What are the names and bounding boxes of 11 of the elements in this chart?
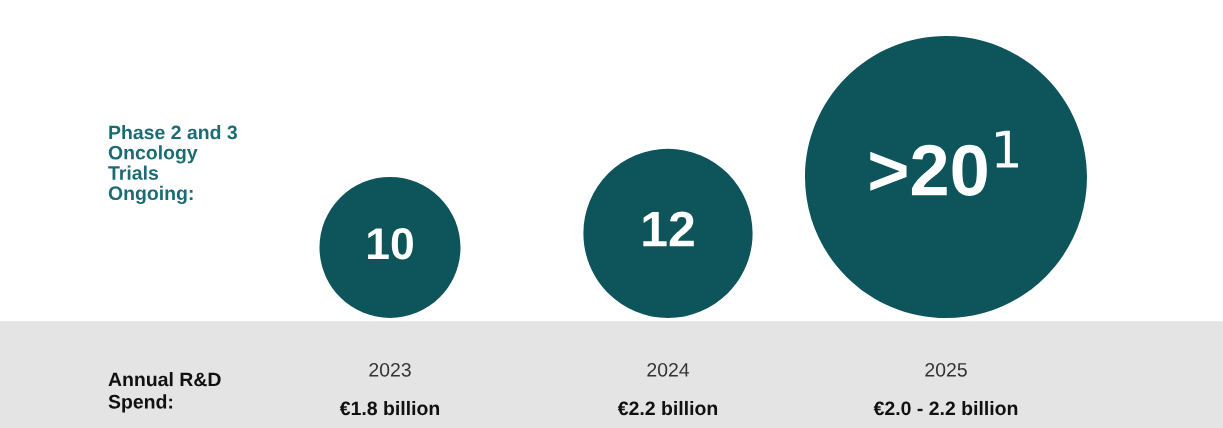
text: €2.2 billion bbox=[617, 400, 718, 416]
category-label: 2025 bbox=[925, 362, 967, 377]
text: €2.0 - 2.2 billion bbox=[873, 400, 1018, 416]
category-label: 2023 bbox=[369, 362, 411, 377]
text: Phase 2 and 3 Oncology Trials Ongoing: bbox=[108, 125, 237, 205]
data-label: 10 bbox=[368, 227, 413, 260]
data-label: >20$^{1}$ bbox=[870, 130, 1018, 196]
text: €1.8 billion bbox=[339, 400, 440, 416]
text: Annual R&D Spend: bbox=[108, 372, 221, 413]
data-label: 12 bbox=[643, 211, 694, 247]
category-label: 2024 bbox=[647, 362, 690, 377]
